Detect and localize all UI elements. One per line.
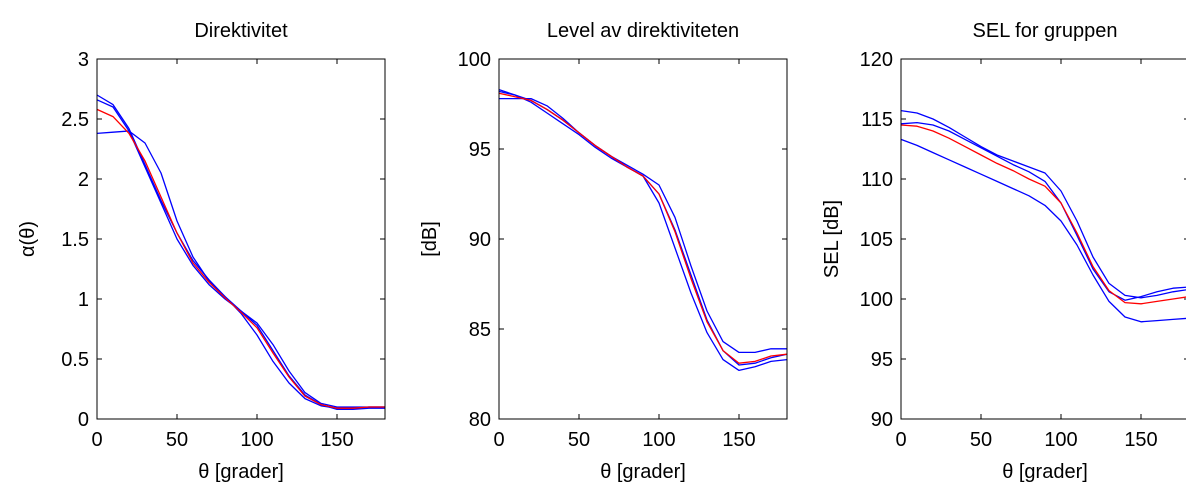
y-tick-label: 1 (78, 289, 89, 311)
y-axis-label: SEL [dB] (821, 200, 843, 278)
data-line (900, 109, 1186, 299)
x-tick-label: 50 (970, 429, 992, 451)
y-tick-label: 90 (469, 229, 491, 251)
data-line (498, 90, 787, 354)
x-tick-label: 100 (240, 429, 273, 451)
data-line (96, 94, 385, 409)
data-line (900, 138, 1186, 323)
y-tick-label: 95 (469, 139, 491, 161)
x-tick-label: 0 (493, 429, 504, 451)
axes-box (900, 58, 1186, 420)
x-tick-label: 50 (568, 429, 590, 451)
x-tick-label: 50 (166, 429, 188, 451)
x-tick-label: 0 (895, 429, 906, 451)
subplot: Direktivitet θ [grader] α(θ) 0 0.5 1 1.5 2 2.5 3 0… (17, 20, 386, 483)
chart-title: Level av direktiviteten (547, 20, 739, 42)
y-tick-label: 100 (860, 289, 893, 311)
y-axis-label: α(θ) (17, 221, 39, 257)
y-tick-label: 105 (860, 229, 893, 251)
data-line (96, 108, 385, 409)
y-tick-label: 1.5 (61, 229, 89, 251)
x-tick-label: 100 (1044, 429, 1077, 451)
data-line (498, 88, 788, 366)
y-tick-label: 110 (861, 169, 893, 191)
x-tick-label: 150 (1124, 429, 1157, 451)
x-axis-label: θ [grader] (600, 461, 686, 483)
x-tick-label: 100 (642, 429, 675, 451)
axes-box (498, 58, 788, 420)
x-tick-label: 150 (722, 429, 755, 451)
y-tick-label: 0 (78, 409, 89, 431)
x-axis-label: θ [grader] (1002, 461, 1088, 483)
y-axis-label: [dB] (419, 221, 441, 257)
data-line (96, 99, 385, 411)
data-line (499, 97, 788, 372)
y-tick-label: 85 (469, 319, 491, 341)
y-tick-label: 3 (78, 49, 89, 71)
data-line (498, 92, 788, 364)
x-tick-label: 0 (91, 429, 102, 451)
axes-box (96, 58, 386, 420)
y-tick-label: 0.5 (61, 349, 89, 371)
y-tick-label: 120 (860, 49, 893, 71)
data-line (96, 130, 385, 408)
y-tick-label: 100 (458, 49, 491, 71)
x-axis-label: θ [grader] (198, 461, 284, 483)
data-line (900, 124, 1186, 305)
y-tick-label: 2.5 (61, 109, 89, 131)
chart-title: Direktivitet (194, 20, 288, 42)
y-tick-label: 80 (469, 409, 491, 431)
y-tick-label: 90 (871, 409, 893, 431)
subplot: Level av direktiviteten θ [grader] [dB] 80 8… (419, 20, 788, 483)
subplot: SEL for gruppen θ [grader] SEL [dB] 90 95 100… (821, 20, 1186, 483)
y-tick-label: 2 (78, 169, 89, 191)
y-tick-label: 115 (861, 109, 893, 131)
x-tick-label: 150 (320, 429, 353, 451)
data-line (900, 121, 1186, 301)
chart-title: SEL for gruppen (973, 20, 1118, 42)
y-tick-label: 95 (871, 349, 893, 371)
